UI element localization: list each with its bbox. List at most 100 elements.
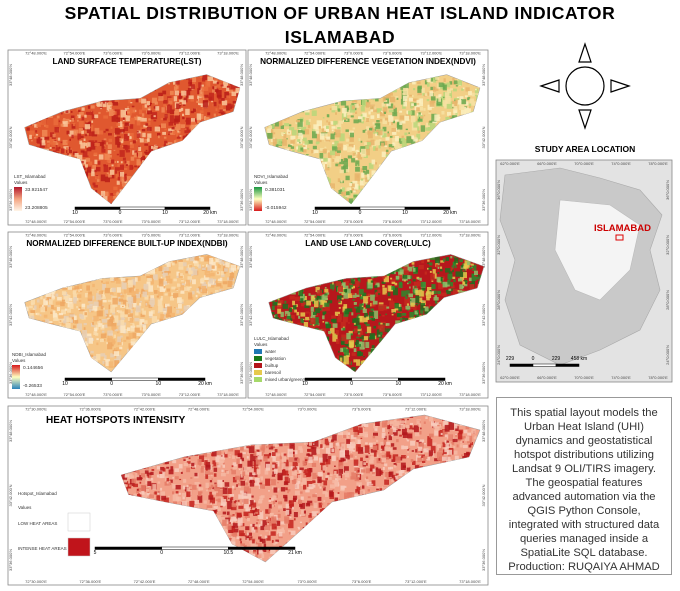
texture-cell bbox=[352, 127, 356, 130]
texture-cell bbox=[363, 170, 365, 173]
texture-cell bbox=[81, 107, 85, 111]
texture-cell bbox=[168, 128, 172, 132]
texture-cell bbox=[451, 104, 455, 107]
texture-cell bbox=[335, 104, 340, 111]
texture-cell bbox=[217, 113, 222, 116]
texture-cell bbox=[223, 80, 229, 86]
texture-cell bbox=[278, 139, 284, 146]
texture-cell bbox=[169, 128, 176, 135]
texture-cell bbox=[345, 193, 349, 197]
texture-cell bbox=[103, 130, 106, 133]
texture-cell bbox=[364, 129, 367, 131]
texture-cell bbox=[224, 92, 230, 99]
texture-cell bbox=[127, 280, 131, 284]
texture-cell bbox=[158, 290, 164, 296]
texture-cell bbox=[129, 288, 135, 293]
texture-cell bbox=[107, 335, 113, 343]
texture-cell bbox=[88, 161, 93, 166]
texture-cell bbox=[73, 325, 76, 329]
texture-cell bbox=[84, 312, 87, 316]
texture-cell bbox=[157, 285, 161, 288]
texture-cell bbox=[418, 112, 421, 115]
texture-cell bbox=[100, 174, 106, 182]
texture-cell bbox=[382, 304, 388, 311]
texture-cell bbox=[349, 284, 354, 290]
texture-cell bbox=[110, 202, 113, 204]
texture-cell bbox=[447, 111, 452, 116]
texture-cell bbox=[86, 305, 93, 309]
texture-cell bbox=[195, 294, 198, 298]
texture-cell bbox=[386, 102, 391, 107]
coordinate-label: 72°48.000'E bbox=[25, 392, 47, 397]
texture-cell bbox=[182, 113, 185, 117]
texture-cell bbox=[474, 88, 479, 94]
texture-cell bbox=[423, 108, 426, 111]
coordinate-label: 73°18.000'E bbox=[459, 392, 481, 397]
texture-cell bbox=[313, 124, 319, 130]
texture-cell bbox=[223, 272, 227, 274]
texture-cell bbox=[98, 130, 103, 135]
coordinate-label: 73°18.000'E bbox=[217, 219, 239, 224]
texture-cell bbox=[86, 148, 92, 152]
texture-cell bbox=[230, 106, 233, 109]
texture-cell bbox=[78, 109, 81, 113]
texture-cell bbox=[437, 98, 442, 106]
texture-cell bbox=[104, 154, 110, 160]
texture-cell bbox=[298, 145, 303, 152]
texture-cell bbox=[346, 187, 350, 191]
texture-cell bbox=[68, 298, 73, 302]
texture-cell bbox=[150, 102, 152, 105]
texture-cell bbox=[150, 295, 154, 301]
texture-cell bbox=[208, 278, 213, 284]
texture-cell bbox=[354, 149, 358, 153]
texture-cell bbox=[107, 150, 112, 154]
texture-cell bbox=[322, 149, 327, 154]
texture-cell bbox=[127, 296, 134, 304]
texture-cell bbox=[136, 130, 139, 133]
texture-cell bbox=[119, 150, 125, 157]
texture-cell bbox=[236, 91, 240, 95]
texture-cell bbox=[391, 128, 397, 132]
texture-cell bbox=[438, 82, 444, 88]
texture-cell bbox=[116, 191, 119, 196]
coordinate-label: 73°6.000'E bbox=[383, 51, 403, 56]
texture-cell bbox=[326, 161, 332, 168]
texture-cell bbox=[322, 126, 325, 128]
texture-cell bbox=[388, 122, 392, 126]
texture-cell bbox=[123, 339, 127, 342]
legend-label: 33.921547 bbox=[25, 187, 48, 193]
texture-cell bbox=[134, 150, 138, 154]
texture-cell bbox=[417, 81, 421, 85]
texture-cell bbox=[87, 175, 90, 179]
texture-cell bbox=[139, 138, 144, 143]
texture-cell bbox=[413, 88, 416, 91]
texture-cell bbox=[328, 152, 332, 159]
texture-cell bbox=[225, 103, 231, 111]
coordinate-label: 33°48.000'N bbox=[239, 246, 244, 268]
texture-cell bbox=[103, 307, 105, 310]
texture-cell bbox=[288, 124, 292, 127]
texture-cell bbox=[176, 133, 179, 137]
texture-cell bbox=[108, 361, 114, 368]
texture-cell bbox=[60, 141, 63, 144]
texture-cell bbox=[453, 108, 458, 114]
texture-cell bbox=[82, 127, 86, 130]
texture-cell bbox=[331, 106, 337, 111]
texture-cell bbox=[92, 182, 96, 186]
texture-cell bbox=[230, 82, 236, 90]
coordinate-label: 72°54.000'E bbox=[304, 219, 326, 224]
texture-cell bbox=[92, 305, 98, 311]
texture-cell bbox=[76, 294, 82, 298]
texture-cell bbox=[106, 110, 109, 113]
coordinate-label: 72°54.000'E bbox=[304, 51, 326, 56]
coordinate-label: 33°36.000'N bbox=[8, 189, 13, 211]
texture-cell bbox=[162, 90, 167, 95]
texture-cell bbox=[78, 116, 81, 118]
texture-cell bbox=[188, 129, 191, 133]
texture-cell bbox=[147, 106, 149, 108]
texture-cell bbox=[395, 136, 399, 142]
texture-cell bbox=[168, 292, 171, 297]
coordinate-label: 73°18.000'E bbox=[217, 51, 239, 56]
scale-segment bbox=[359, 206, 406, 210]
texture-cell bbox=[220, 271, 224, 276]
